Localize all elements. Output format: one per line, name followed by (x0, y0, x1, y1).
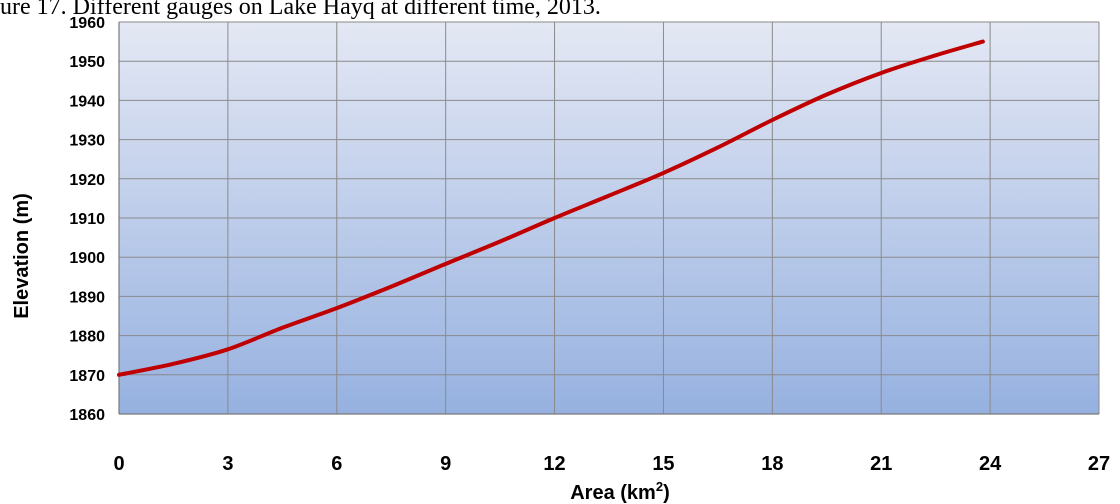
x-axis-label-superscript: 2 (656, 479, 663, 494)
y-tick-label: 1960 (69, 15, 105, 32)
y-tick-label: 1870 (69, 368, 105, 385)
y-tick-label: 1940 (69, 93, 105, 110)
x-tick-label: 24 (979, 453, 1002, 475)
y-axis-label: Elevation (m) (11, 193, 33, 319)
x-tick-label: 18 (761, 453, 783, 475)
y-axis-ticks: 1860 1870 1880 1890 1900 1910 1920 1930 1940 1950… (69, 15, 105, 424)
y-tick-label: 1890 (69, 289, 105, 306)
x-tick-label: 15 (652, 453, 674, 475)
x-axis-ticks: 0 3 6 9 12 15 18 21 24 27 (113, 453, 1110, 475)
x-tick-label: 6 (331, 453, 342, 475)
x-tick-label: 0 (113, 453, 124, 475)
elevation-series-line (117, 39, 985, 377)
y-tick-label: 1880 (69, 329, 105, 346)
y-tick-label: 1910 (69, 211, 105, 228)
y-tick-label: 1950 (69, 54, 105, 71)
y-tick-label: 1900 (69, 250, 105, 267)
series-lines (117, 39, 985, 377)
x-tick-label: 27 (1088, 453, 1110, 475)
figure-caption: ure 17. Different gauges on Lake Hayq at… (0, 0, 601, 20)
y-tick-label: 1930 (69, 133, 105, 150)
y-tick-label: 1920 (69, 172, 105, 189)
x-tick-label: 21 (870, 453, 892, 475)
x-tick-label: 3 (222, 453, 233, 475)
x-axis-label: Area (km2) (570, 479, 670, 504)
x-tick-label: 9 (440, 453, 451, 475)
y-tick-label: 1860 (69, 407, 105, 424)
x-tick-label: 12 (543, 453, 565, 475)
